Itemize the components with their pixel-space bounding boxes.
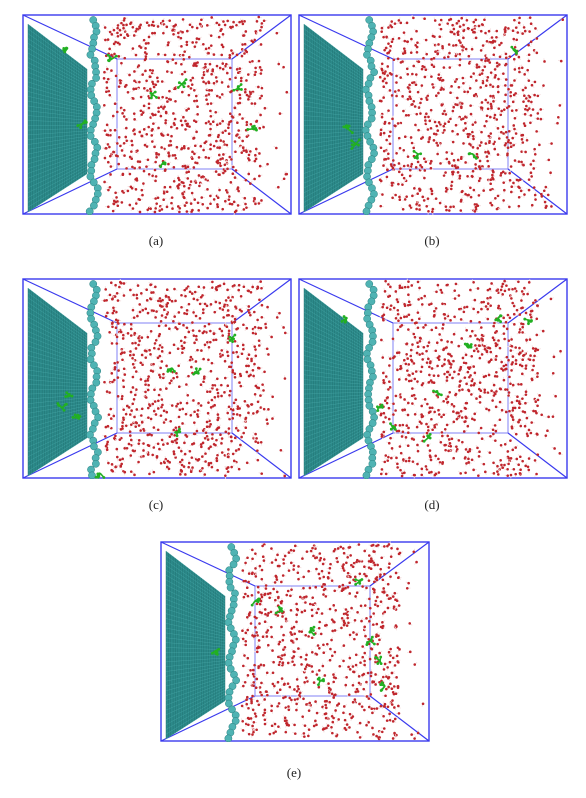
simulation-box [22,278,292,479]
graphene-sheet [165,550,226,740]
molecular-snapshot-2 [298,14,568,215]
simulation-panel-a [22,14,292,215]
graphene-atom-column [86,280,102,479]
simulation-panel-d [298,278,568,479]
panel-caption-c: (c) [148,497,164,512]
simulation-panel-b [298,14,568,215]
molecular-snapshot-3 [22,278,292,479]
water-molecules [101,279,289,479]
molecular-snapshot-5 [160,541,430,742]
graphene-sheet [27,287,88,477]
panel-caption-d: (d) [424,497,440,512]
graphene-atom-column [361,16,378,215]
solute-molecules [340,314,533,443]
simulation-panel-e [160,541,430,742]
molecular-snapshot-4 [298,278,568,479]
panel-caption-e: (e) [286,765,302,780]
graphene-sheet [303,287,364,477]
water-molecules [240,541,425,741]
graphene-sheet [27,23,88,213]
water-molecules [101,15,290,215]
water-molecules [377,278,563,479]
graphene-atom-column [362,280,378,479]
panel-caption-a: (a) [148,233,164,248]
graphene-atom-column [85,16,102,215]
solute-molecules [62,46,258,168]
graphene-atom-column [224,543,241,742]
solute-molecules [210,578,386,692]
molecular-snapshot-1 [22,14,292,215]
simulation-panel-c [22,278,292,479]
graphene-sheet [303,23,364,213]
solute-molecules [56,333,237,479]
simulation-box [298,278,568,479]
panel-caption-b: (b) [424,233,440,248]
solute-molecules [342,45,518,160]
water-molecules [376,14,565,215]
